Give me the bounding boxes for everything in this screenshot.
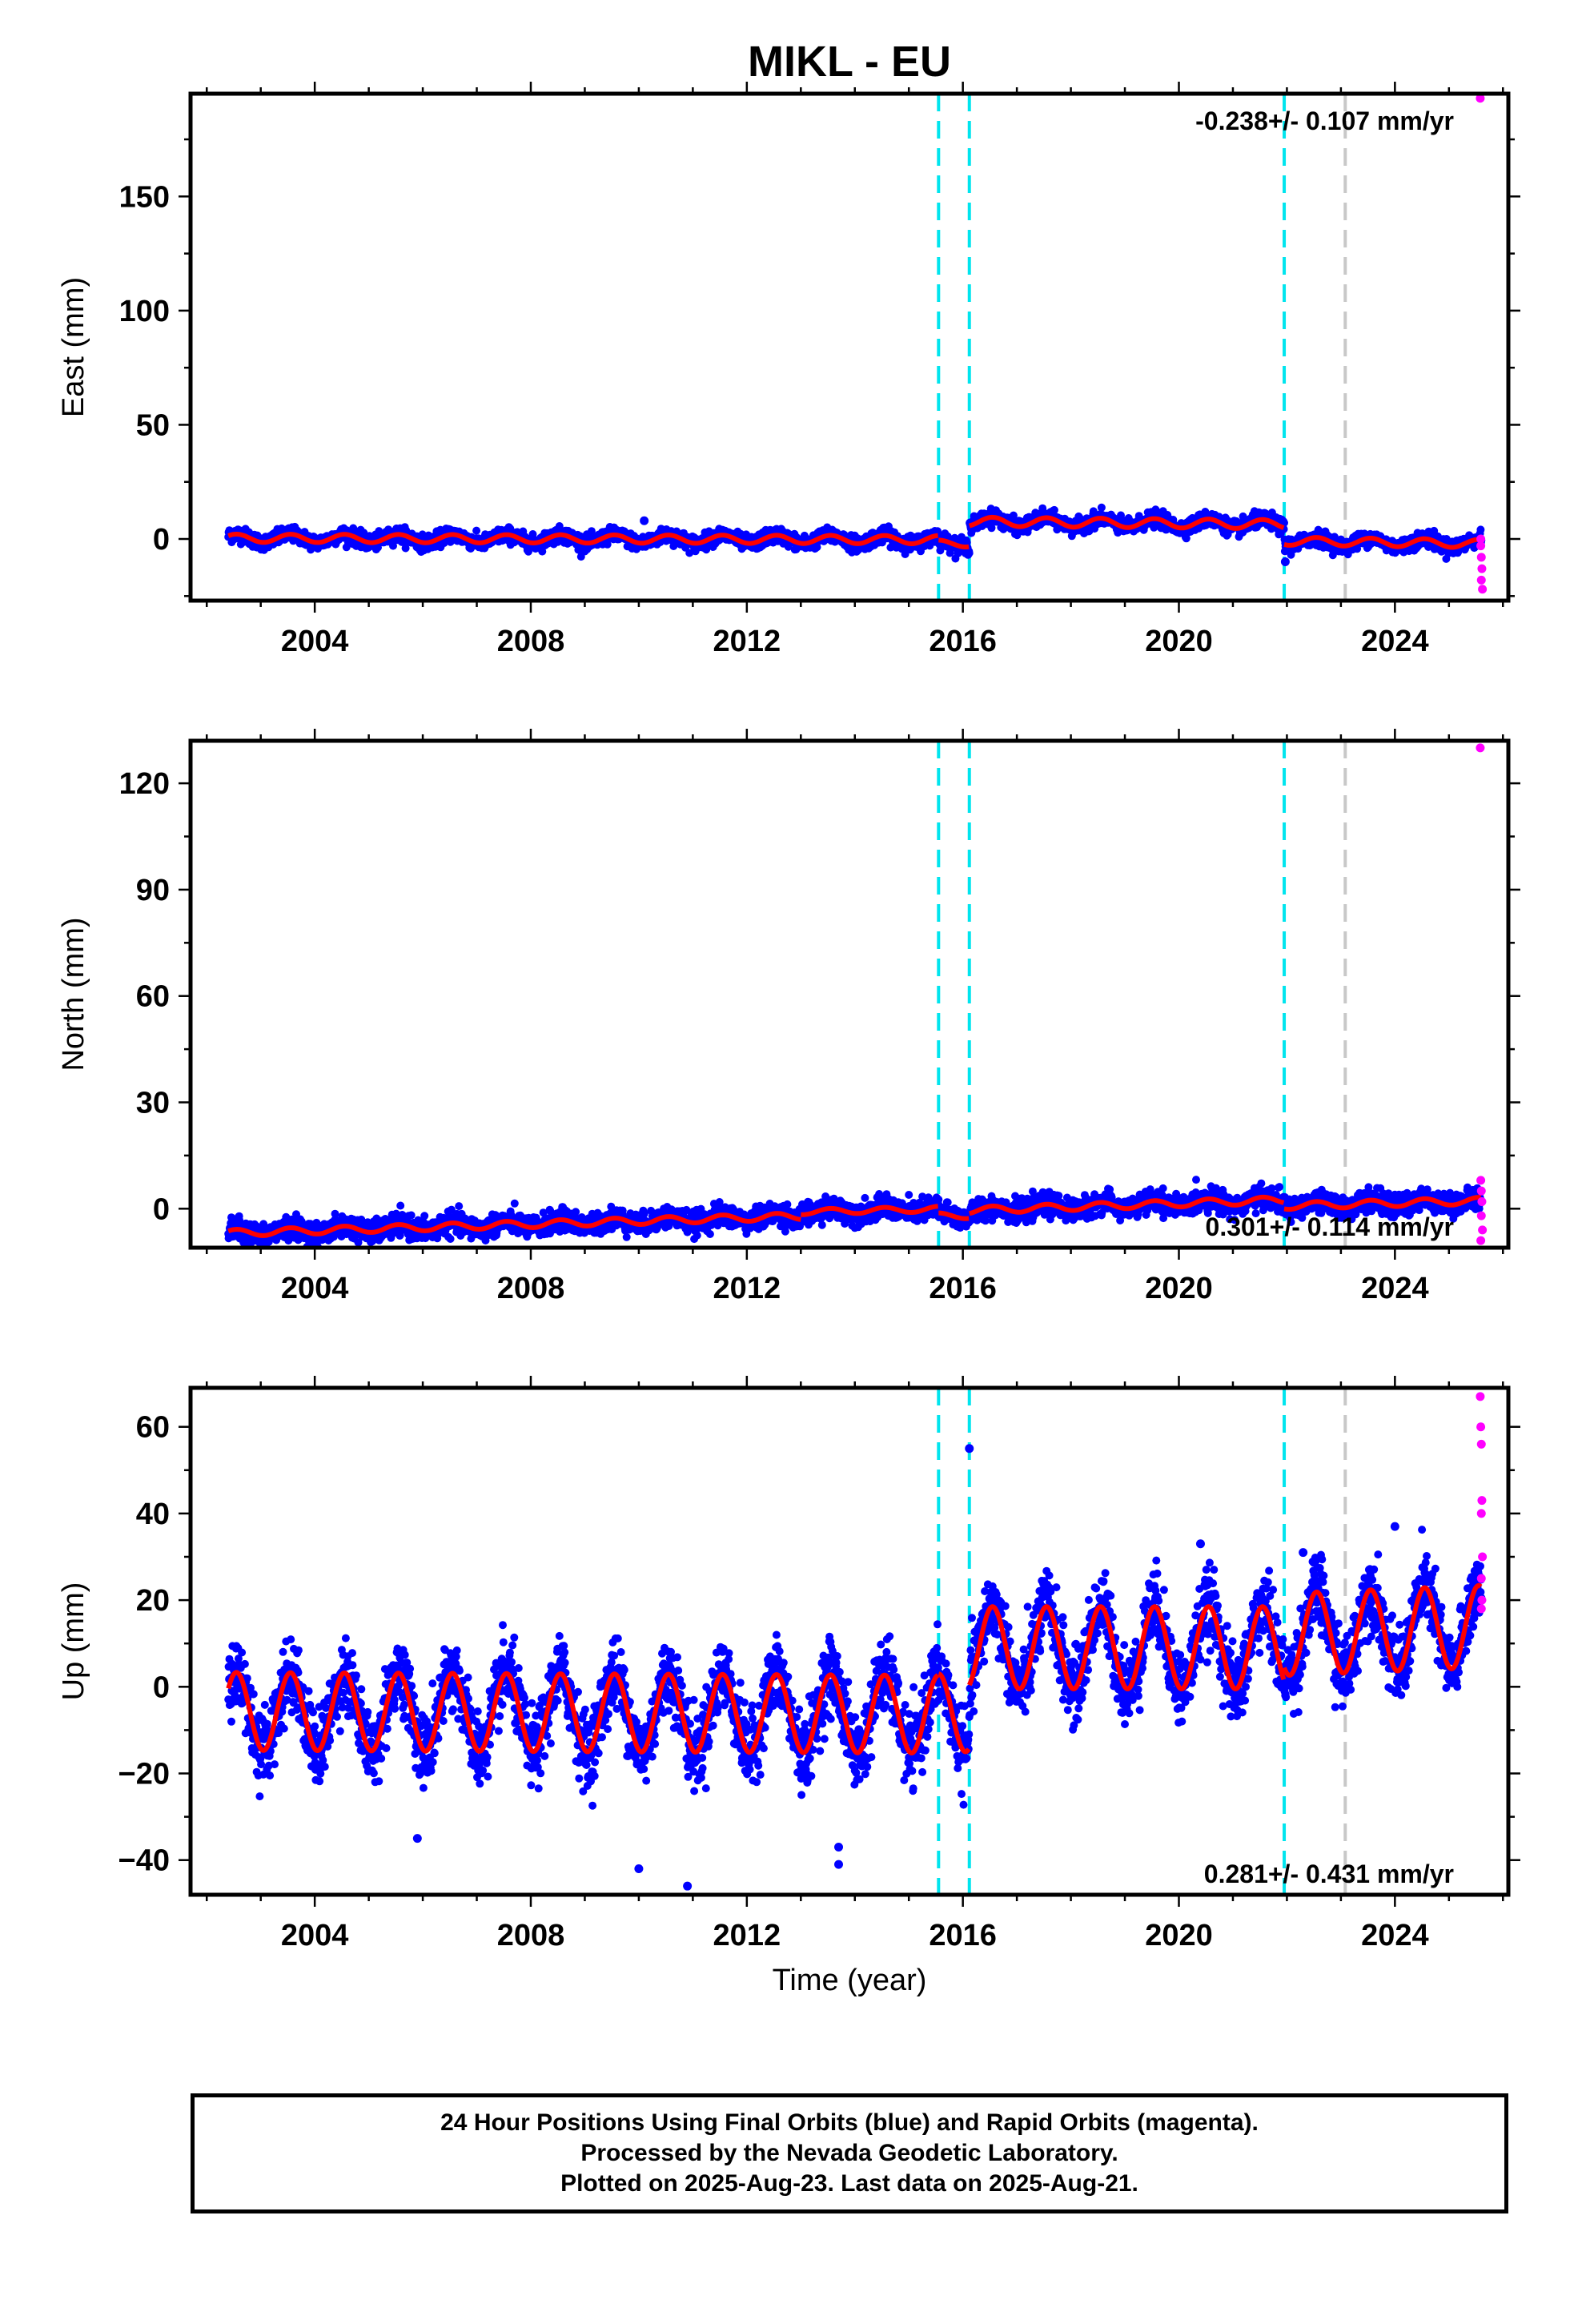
rapid-point — [1478, 585, 1488, 594]
x-tick-label: 2024 — [1361, 625, 1429, 658]
final-point — [396, 1201, 405, 1210]
final-point — [472, 526, 481, 535]
final-point — [603, 540, 612, 549]
panel-east: 2004 2008 2012 2016 2020 2024 0 50 100 150 East (m… — [57, 82, 1520, 658]
final-point — [1097, 503, 1106, 512]
model-fit-segment-2 — [937, 537, 970, 549]
final-point — [389, 541, 397, 550]
velocity-label: -0.238+/- 0.107 mm/yr — [1195, 107, 1454, 135]
final-point — [555, 522, 564, 530]
y-tick-label: 0 — [153, 523, 170, 557]
final-point — [354, 1238, 363, 1247]
rapid-orbit-points — [1476, 94, 1488, 594]
x-tick-label: 2008 — [497, 625, 565, 658]
final-outlier-point — [1280, 557, 1290, 567]
rapid-point — [1476, 553, 1486, 562]
model-fit-segment-4 — [1283, 535, 1483, 550]
final-point — [1050, 505, 1058, 514]
final-point — [1009, 511, 1018, 520]
final-point — [401, 544, 410, 553]
final-point — [539, 1208, 548, 1217]
figure-title: MIKL - EU — [748, 38, 951, 86]
rapid-point — [1477, 564, 1487, 573]
final-point — [965, 549, 974, 557]
y-axis-label: East (mm) — [57, 277, 90, 417]
final-point — [987, 524, 996, 533]
x-tick-label: 2016 — [929, 625, 997, 658]
rapid-point — [1476, 575, 1486, 585]
panels: 2004 2008 2012 2016 2020 2024 0 50 100 150 East (m… — [57, 82, 1520, 1952]
final-point — [407, 1211, 416, 1220]
y-tick-label: 100 — [119, 295, 170, 328]
model-fit-segment-3 — [968, 514, 1285, 531]
panel-frame — [188, 91, 1511, 603]
final-point — [524, 547, 532, 556]
rapid-point — [1476, 541, 1486, 551]
final-point — [396, 1231, 404, 1240]
final-point — [420, 1212, 429, 1220]
final-point — [685, 549, 694, 557]
x-tick-label: 2012 — [713, 625, 781, 658]
final-point — [572, 1208, 580, 1216]
final-point — [1476, 525, 1485, 534]
plot-area — [224, 741, 1488, 1248]
final-point — [1182, 534, 1191, 543]
model-fit-segment-1 — [227, 532, 940, 546]
panel-north: 2004 2008 2012 2016 2020 20240306090120North … — [57, 729, 1520, 1305]
rapid-point — [1476, 534, 1486, 544]
y-tick-label: 150 — [119, 180, 170, 214]
plot-area — [224, 94, 1488, 601]
y-tick-label: 50 — [136, 408, 170, 442]
x-tick-label: 2004 — [281, 625, 349, 658]
rapid-point — [1476, 94, 1485, 103]
final-point — [446, 1235, 455, 1243]
final-orbit-points — [224, 503, 1486, 567]
x-tick-label: 2020 — [1145, 625, 1213, 658]
final-point — [510, 1199, 519, 1208]
final-outlier-point — [640, 516, 649, 525]
final-point — [331, 1209, 339, 1218]
final-point — [455, 1202, 464, 1211]
